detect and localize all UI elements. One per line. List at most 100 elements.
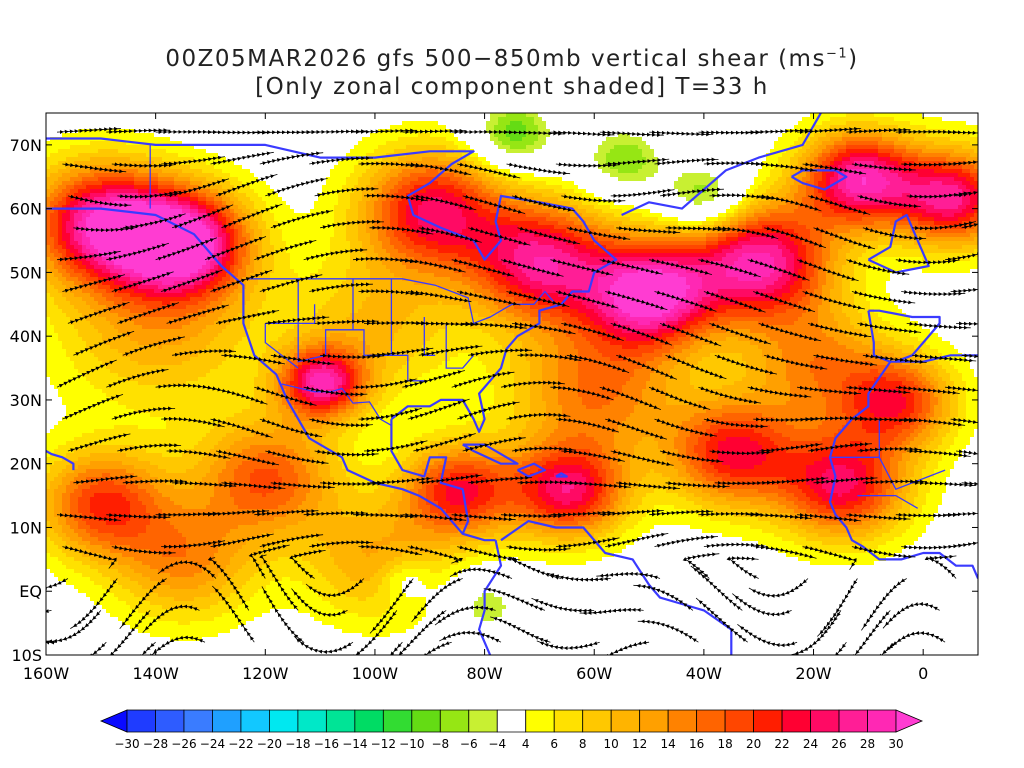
shading-cell	[294, 225, 298, 229]
shading-cell	[954, 121, 958, 125]
shading-cell	[110, 141, 114, 145]
shading-cell	[526, 185, 530, 189]
shading-cell	[270, 209, 274, 213]
shading-cell	[782, 137, 786, 141]
shading-cell	[402, 225, 406, 229]
shading-cell	[206, 225, 210, 229]
shading-cell	[426, 169, 430, 173]
shading-cell	[334, 225, 338, 229]
shading-cell	[826, 113, 830, 117]
shading-cell	[330, 185, 334, 189]
shading-cell	[962, 177, 966, 181]
shading-cell	[438, 157, 442, 161]
shading-cell	[946, 165, 950, 169]
shading-cell	[858, 225, 862, 229]
shading-cell	[842, 141, 846, 145]
shading-cell	[830, 137, 834, 141]
shading-cell	[490, 221, 494, 225]
shading-cell	[154, 233, 158, 237]
shading-cell	[398, 137, 402, 141]
shading-cell	[942, 213, 946, 217]
shading-cell	[906, 133, 910, 137]
shading-cell	[518, 205, 522, 209]
shading-cell	[418, 145, 422, 149]
shading-cell	[130, 169, 134, 173]
shading-cell	[406, 157, 410, 161]
shading-cell	[450, 225, 454, 229]
shading-cell	[698, 181, 702, 185]
shading-cell	[838, 121, 842, 125]
shading-cell	[250, 209, 254, 213]
shading-cell	[854, 197, 858, 201]
shading-cell	[970, 149, 974, 153]
shading-cell	[974, 177, 978, 181]
shading-cell	[130, 161, 134, 165]
shading-cell	[774, 213, 778, 217]
shading-cell	[938, 157, 942, 161]
shading-cell	[914, 133, 918, 137]
shading-cell	[870, 153, 874, 157]
shading-cell	[102, 173, 106, 177]
shading-cell	[594, 225, 598, 229]
shading-cell	[54, 181, 58, 185]
shading-cell	[838, 125, 842, 129]
shading-cell	[822, 157, 826, 161]
shading-cell	[530, 213, 534, 217]
shading-cell	[186, 201, 190, 205]
shading-cell	[930, 149, 934, 153]
shading-cell	[210, 189, 214, 193]
shading-cell	[842, 201, 846, 205]
shading-cell	[714, 221, 718, 225]
shading-cell	[202, 209, 206, 213]
shading-cell	[486, 185, 490, 189]
shading-cell	[614, 209, 618, 213]
shading-cell	[114, 225, 118, 229]
shading-cell	[394, 177, 398, 181]
shading-cell	[118, 197, 122, 201]
shading-cell	[494, 173, 498, 177]
shading-cell	[510, 177, 514, 181]
shading-cell	[418, 177, 422, 181]
shading-cell	[430, 153, 434, 157]
shading-cell	[386, 137, 390, 141]
shading-cell	[518, 137, 522, 141]
shading-cell	[94, 181, 98, 185]
shading-cell	[94, 145, 98, 149]
shading-cell	[866, 217, 870, 221]
shading-cell	[890, 221, 894, 225]
shading-cell	[958, 145, 962, 149]
shading-cell	[402, 141, 406, 145]
shading-cell	[798, 133, 802, 137]
shading-cell	[790, 225, 794, 229]
shading-cell	[342, 181, 346, 185]
shading-cell	[550, 189, 554, 193]
shading-cell	[106, 141, 110, 145]
shading-cell	[766, 177, 770, 181]
shading-cell	[318, 221, 322, 225]
shading-cell	[494, 197, 498, 201]
shading-cell	[226, 185, 230, 189]
shading-cell	[62, 189, 66, 193]
shading-cell	[66, 181, 70, 185]
shading-cell	[762, 165, 766, 169]
shading-cell	[342, 205, 346, 209]
shading-cell	[134, 185, 138, 189]
shading-cell	[130, 177, 134, 181]
shading-cell	[266, 189, 270, 193]
shading-cell	[354, 193, 358, 197]
shading-cell	[258, 221, 262, 225]
shading-cell	[66, 201, 70, 205]
shading-cell	[930, 177, 934, 181]
shading-cell	[642, 217, 646, 221]
shading-cell	[838, 141, 842, 145]
shading-cell	[142, 173, 146, 177]
shading-cell	[850, 217, 854, 221]
shading-cell	[910, 189, 914, 193]
shading-cell	[846, 161, 850, 165]
shading-cell	[314, 201, 318, 205]
shading-cell	[146, 137, 150, 141]
shading-cell	[350, 161, 354, 165]
shading-cell	[934, 181, 938, 185]
shading-cell	[398, 149, 402, 153]
shading-cell	[474, 217, 478, 221]
